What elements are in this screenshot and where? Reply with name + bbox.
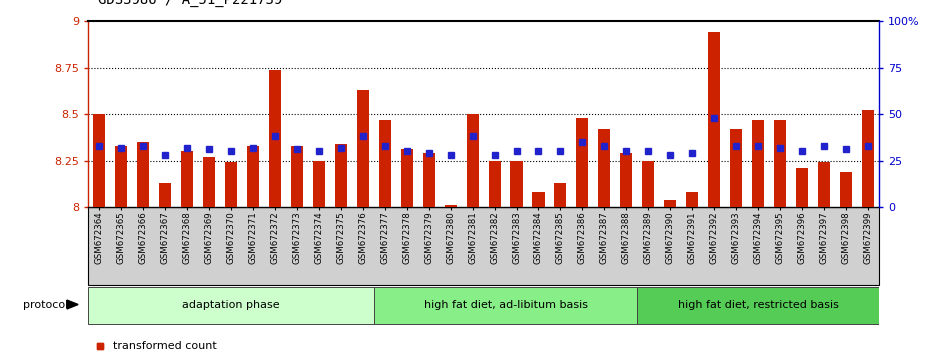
Bar xyxy=(730,129,742,207)
Bar xyxy=(159,183,171,207)
Bar xyxy=(203,157,215,207)
Bar xyxy=(269,69,281,207)
Bar xyxy=(445,205,457,207)
Bar xyxy=(335,144,347,207)
Bar xyxy=(840,172,852,207)
Bar xyxy=(862,110,874,207)
Bar xyxy=(533,192,545,207)
Bar xyxy=(598,129,610,207)
Bar xyxy=(93,114,105,207)
Bar xyxy=(312,161,325,207)
Text: transformed count: transformed count xyxy=(113,341,217,351)
Text: high fat diet, restricted basis: high fat diet, restricted basis xyxy=(678,299,839,309)
Text: adaptation phase: adaptation phase xyxy=(182,299,280,309)
Text: high fat diet, ad-libitum basis: high fat diet, ad-libitum basis xyxy=(423,299,588,309)
Bar xyxy=(291,146,303,207)
Bar xyxy=(796,168,808,207)
Bar xyxy=(247,146,259,207)
Bar xyxy=(554,183,566,207)
Bar xyxy=(181,151,193,207)
Bar xyxy=(138,142,150,207)
Bar xyxy=(115,146,127,207)
Bar xyxy=(817,162,830,207)
Bar xyxy=(708,33,720,207)
Bar xyxy=(225,162,237,207)
Bar xyxy=(686,192,698,207)
Bar xyxy=(620,153,632,207)
Bar xyxy=(422,153,434,207)
Bar xyxy=(774,120,786,207)
Bar xyxy=(577,118,589,207)
Bar xyxy=(401,149,413,207)
Bar xyxy=(357,90,369,207)
Text: GDS3986 / A_51_P221739: GDS3986 / A_51_P221739 xyxy=(98,0,282,7)
Bar xyxy=(467,114,479,207)
FancyBboxPatch shape xyxy=(637,287,879,324)
Text: protocol: protocol xyxy=(23,299,69,309)
Bar xyxy=(643,161,655,207)
Bar xyxy=(488,161,500,207)
Bar xyxy=(511,161,523,207)
FancyBboxPatch shape xyxy=(88,287,374,324)
Bar xyxy=(664,200,676,207)
Bar xyxy=(752,120,764,207)
Bar xyxy=(379,120,391,207)
FancyBboxPatch shape xyxy=(374,287,637,324)
